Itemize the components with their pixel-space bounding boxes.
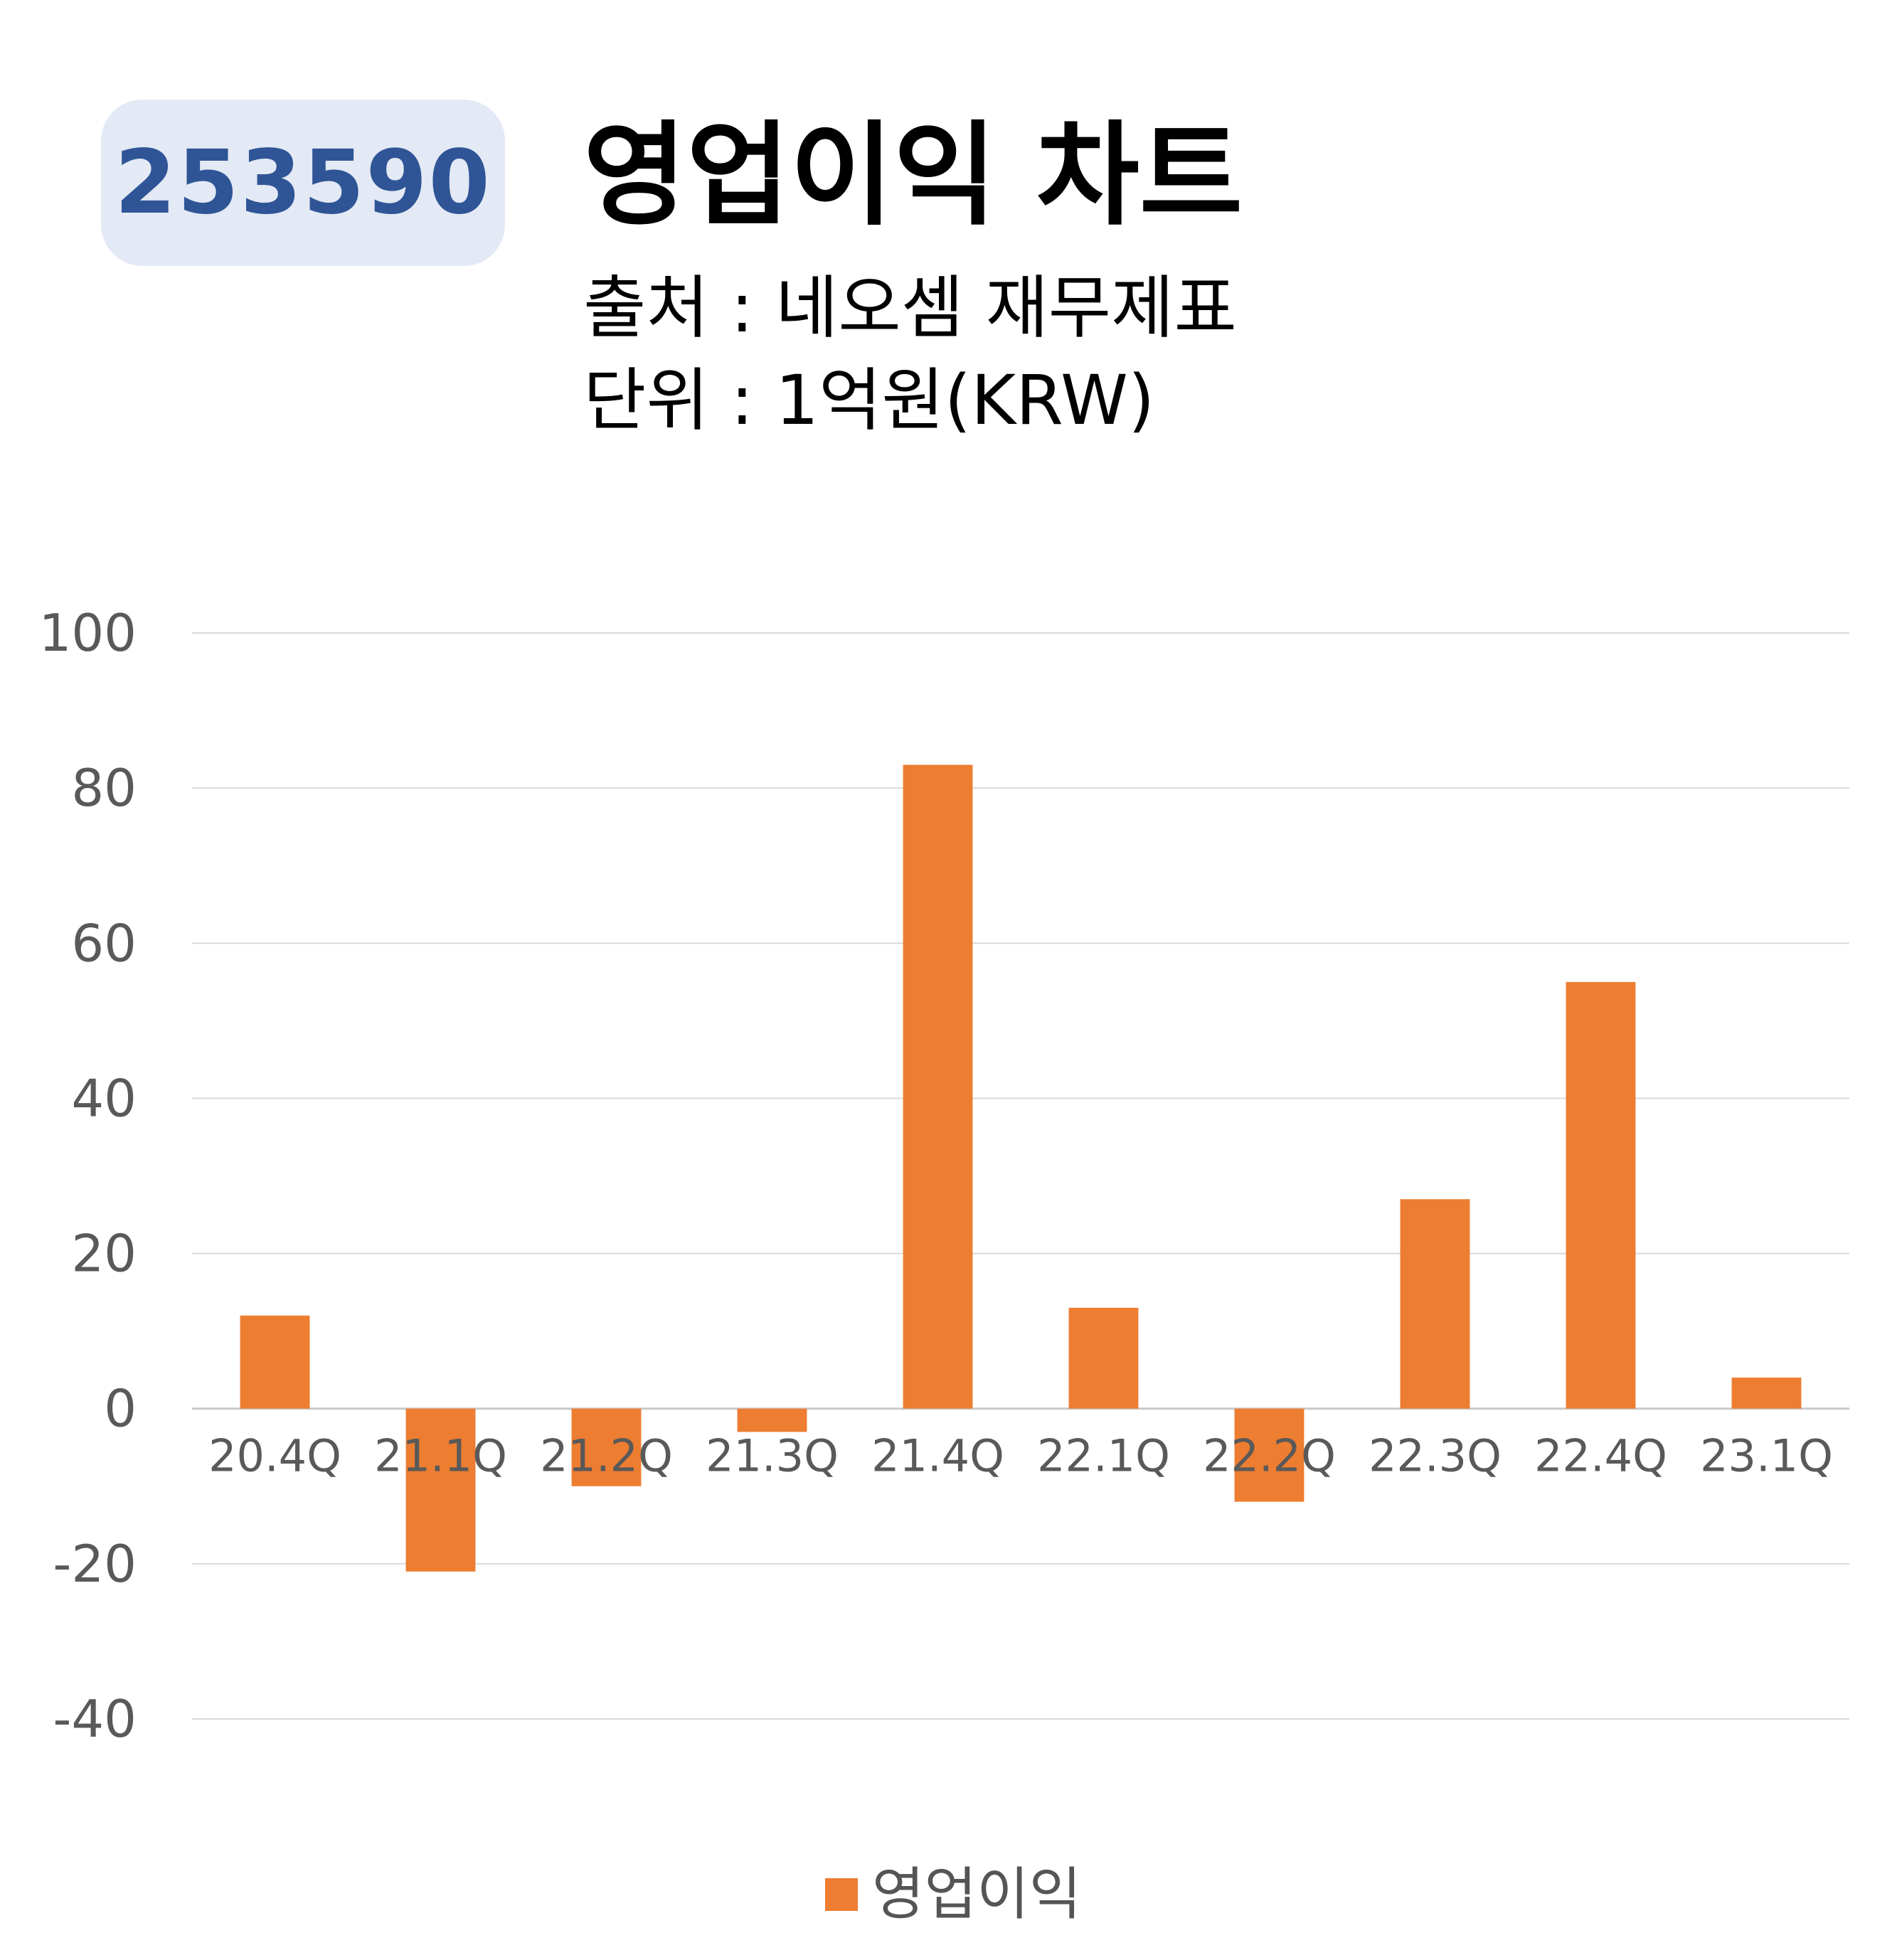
y-tick-label: 60	[71, 913, 137, 973]
x-tick-label: 21.1Q	[374, 1430, 507, 1482]
x-tick-label: 21.3Q	[706, 1430, 839, 1482]
bar-22.3Q	[1400, 1199, 1470, 1409]
y-tick-label: -40	[53, 1689, 137, 1749]
x-axis-ticks: 20.4Q 21.1Q 21.2Q 21.3Q 21.4Q 22.1Q 22.2Q 22.3Q…	[208, 1430, 1833, 1482]
y-tick-label: 20	[71, 1224, 137, 1284]
bars	[240, 765, 1802, 1572]
bar-21.1Q	[405, 1408, 476, 1572]
legend-label: 영업이익	[872, 1861, 1082, 1927]
x-tick-label: 22.1Q	[1037, 1430, 1170, 1482]
bar-23.1Q	[1731, 1378, 1802, 1409]
legend: 영업이익	[825, 1866, 1081, 1923]
legend-swatch	[825, 1878, 858, 1911]
stock-code: 253590	[115, 132, 491, 234]
bar-21.4Q	[903, 765, 973, 1409]
y-tick-label: 0	[104, 1379, 137, 1439]
stock-code-badge: 253590	[101, 100, 505, 266]
x-tick-label: 21.4Q	[871, 1430, 1004, 1482]
bar-21.3Q	[737, 1408, 807, 1432]
bar-22.4Q	[1566, 981, 1636, 1409]
x-tick-label: 22.3Q	[1369, 1430, 1502, 1482]
bar-20.4Q	[240, 1315, 310, 1409]
unit-note: 단위 : 1억원(KRW)	[583, 361, 1155, 440]
bar-22.1Q	[1068, 1307, 1139, 1409]
x-tick-label: 23.1Q	[1700, 1430, 1833, 1482]
x-tick-label: 21.2Q	[540, 1430, 673, 1482]
x-tick-label: 22.2Q	[1203, 1430, 1336, 1482]
y-axis-ticks: 100 80 60 40 20 0 -20 -40	[39, 603, 137, 1749]
source-note: 출처 : 네오셈 재무제표	[583, 268, 1237, 348]
y-tick-label: -20	[53, 1534, 137, 1594]
bar-21.2Q	[571, 1408, 642, 1486]
x-tick-label: 22.4Q	[1534, 1430, 1667, 1482]
y-tick-label: 100	[39, 603, 137, 663]
x-tick-label: 20.4Q	[208, 1430, 341, 1482]
chart-title: 영업이익 차트	[583, 110, 1243, 241]
bar-22.2Q	[1234, 1408, 1304, 1502]
y-tick-label: 80	[71, 758, 137, 818]
y-tick-label: 40	[71, 1068, 137, 1128]
